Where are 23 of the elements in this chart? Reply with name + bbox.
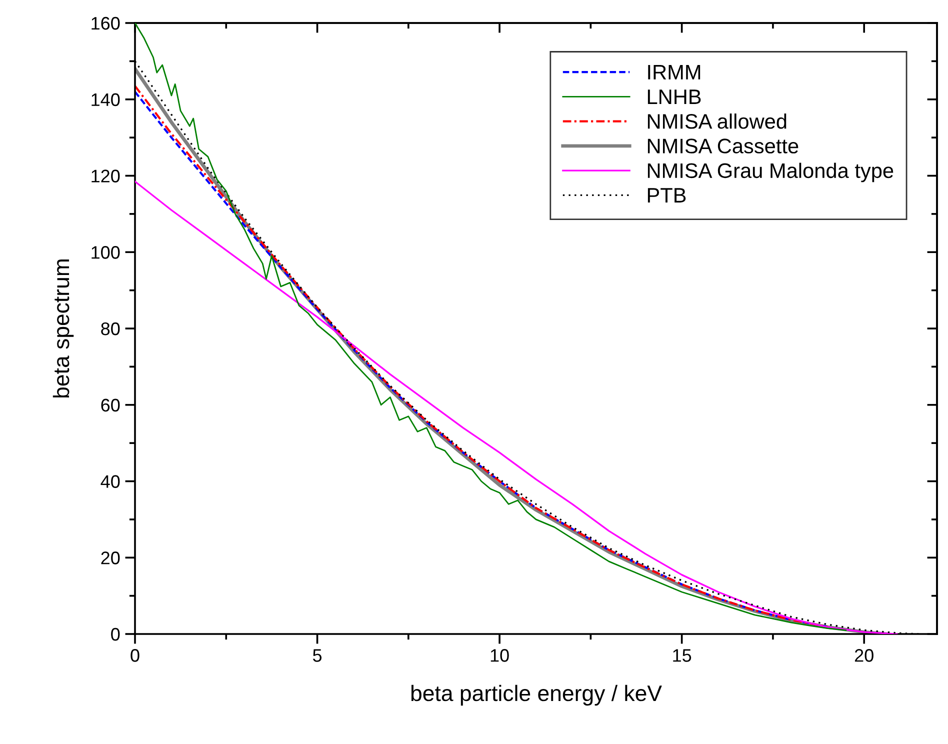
y-tick-label: 120 [92,170,120,182]
line-series [135,180,898,634]
legend-label: NMISA Cassette [648,138,798,154]
y-tick-label: 80 [101,322,120,336]
y-tick-label: 140 [92,93,120,106]
y-tick-label: 40 [100,475,120,488]
legend-label: NMISA allowed [648,114,786,129]
x-axis-title: beta particle energy / keV [411,684,662,706]
legend-label: IRMM [648,65,700,80]
y-axis-title: beta spectrum [52,260,74,398]
y-tick-label: 160 [92,16,120,30]
x-tick-label: 10 [490,649,509,662]
y-tick-label: 0 [111,628,120,641]
legend-label: NMISA Grau Malonda type [648,162,894,182]
x-tick-label: 20 [854,649,874,662]
y-tick-label: 100 [92,246,120,259]
legend-label: PTB [648,188,686,202]
y-tick-label: 20 [101,552,120,564]
x-tick-label: 5 [312,649,322,662]
x-tick-label: 15 [673,649,692,662]
x-tick-label: 0 [130,649,140,662]
legend-label: LNHB [648,90,701,104]
y-tick-label: 60 [101,398,120,412]
